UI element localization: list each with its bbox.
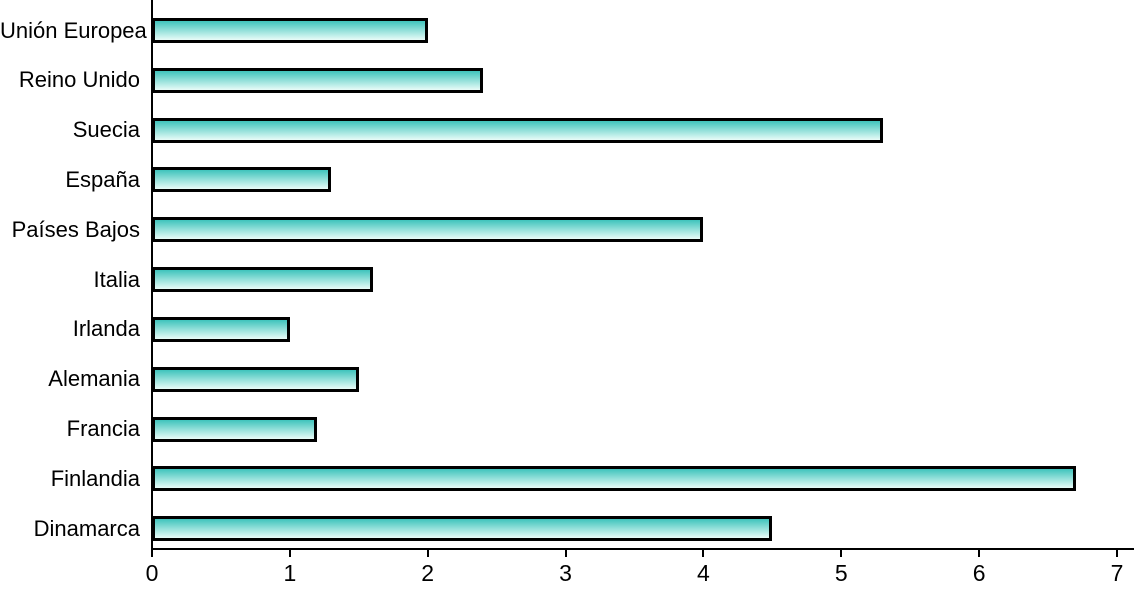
category-label: Alemania bbox=[48, 366, 140, 392]
bar bbox=[152, 167, 331, 193]
bar bbox=[152, 366, 359, 392]
x-tick-label: 0 bbox=[145, 560, 159, 586]
x-tick bbox=[1116, 550, 1118, 557]
x-tick-label: 1 bbox=[283, 560, 297, 586]
bar bbox=[152, 217, 703, 243]
category-label: Italia bbox=[93, 266, 140, 292]
category-label: Francia bbox=[66, 416, 140, 442]
bar bbox=[152, 67, 483, 93]
category-label: Dinamarca bbox=[33, 515, 140, 541]
x-tick bbox=[840, 550, 843, 557]
bar bbox=[152, 267, 373, 293]
category-label: Reino Unido bbox=[18, 67, 140, 93]
category-label: Países Bajos bbox=[11, 216, 140, 242]
x-tick-label: 2 bbox=[421, 560, 435, 586]
category-label: Unión Europea bbox=[0, 17, 147, 43]
category-label: Irlanda bbox=[72, 316, 140, 342]
x-tick bbox=[151, 550, 153, 557]
bar bbox=[152, 18, 428, 43]
x-tick-label: 4 bbox=[697, 560, 710, 586]
bar bbox=[152, 117, 883, 143]
bar bbox=[152, 316, 290, 342]
x-tick-label: 7 bbox=[1110, 560, 1124, 586]
category-label: Suecia bbox=[72, 117, 140, 143]
category-label: Finlandia bbox=[50, 465, 140, 491]
x-tick bbox=[426, 550, 429, 557]
x-tick bbox=[702, 550, 705, 557]
x-tick-label: 3 bbox=[559, 560, 572, 586]
x-tick bbox=[288, 550, 291, 557]
bar bbox=[152, 466, 1076, 492]
bar bbox=[152, 516, 772, 542]
x-tick bbox=[978, 550, 981, 557]
x-axis-line bbox=[151, 548, 1134, 550]
x-tick-label: 5 bbox=[834, 560, 848, 586]
bar bbox=[152, 416, 317, 442]
x-tick bbox=[564, 550, 567, 557]
category-label: España bbox=[65, 166, 140, 192]
x-tick-label: 6 bbox=[972, 560, 986, 586]
